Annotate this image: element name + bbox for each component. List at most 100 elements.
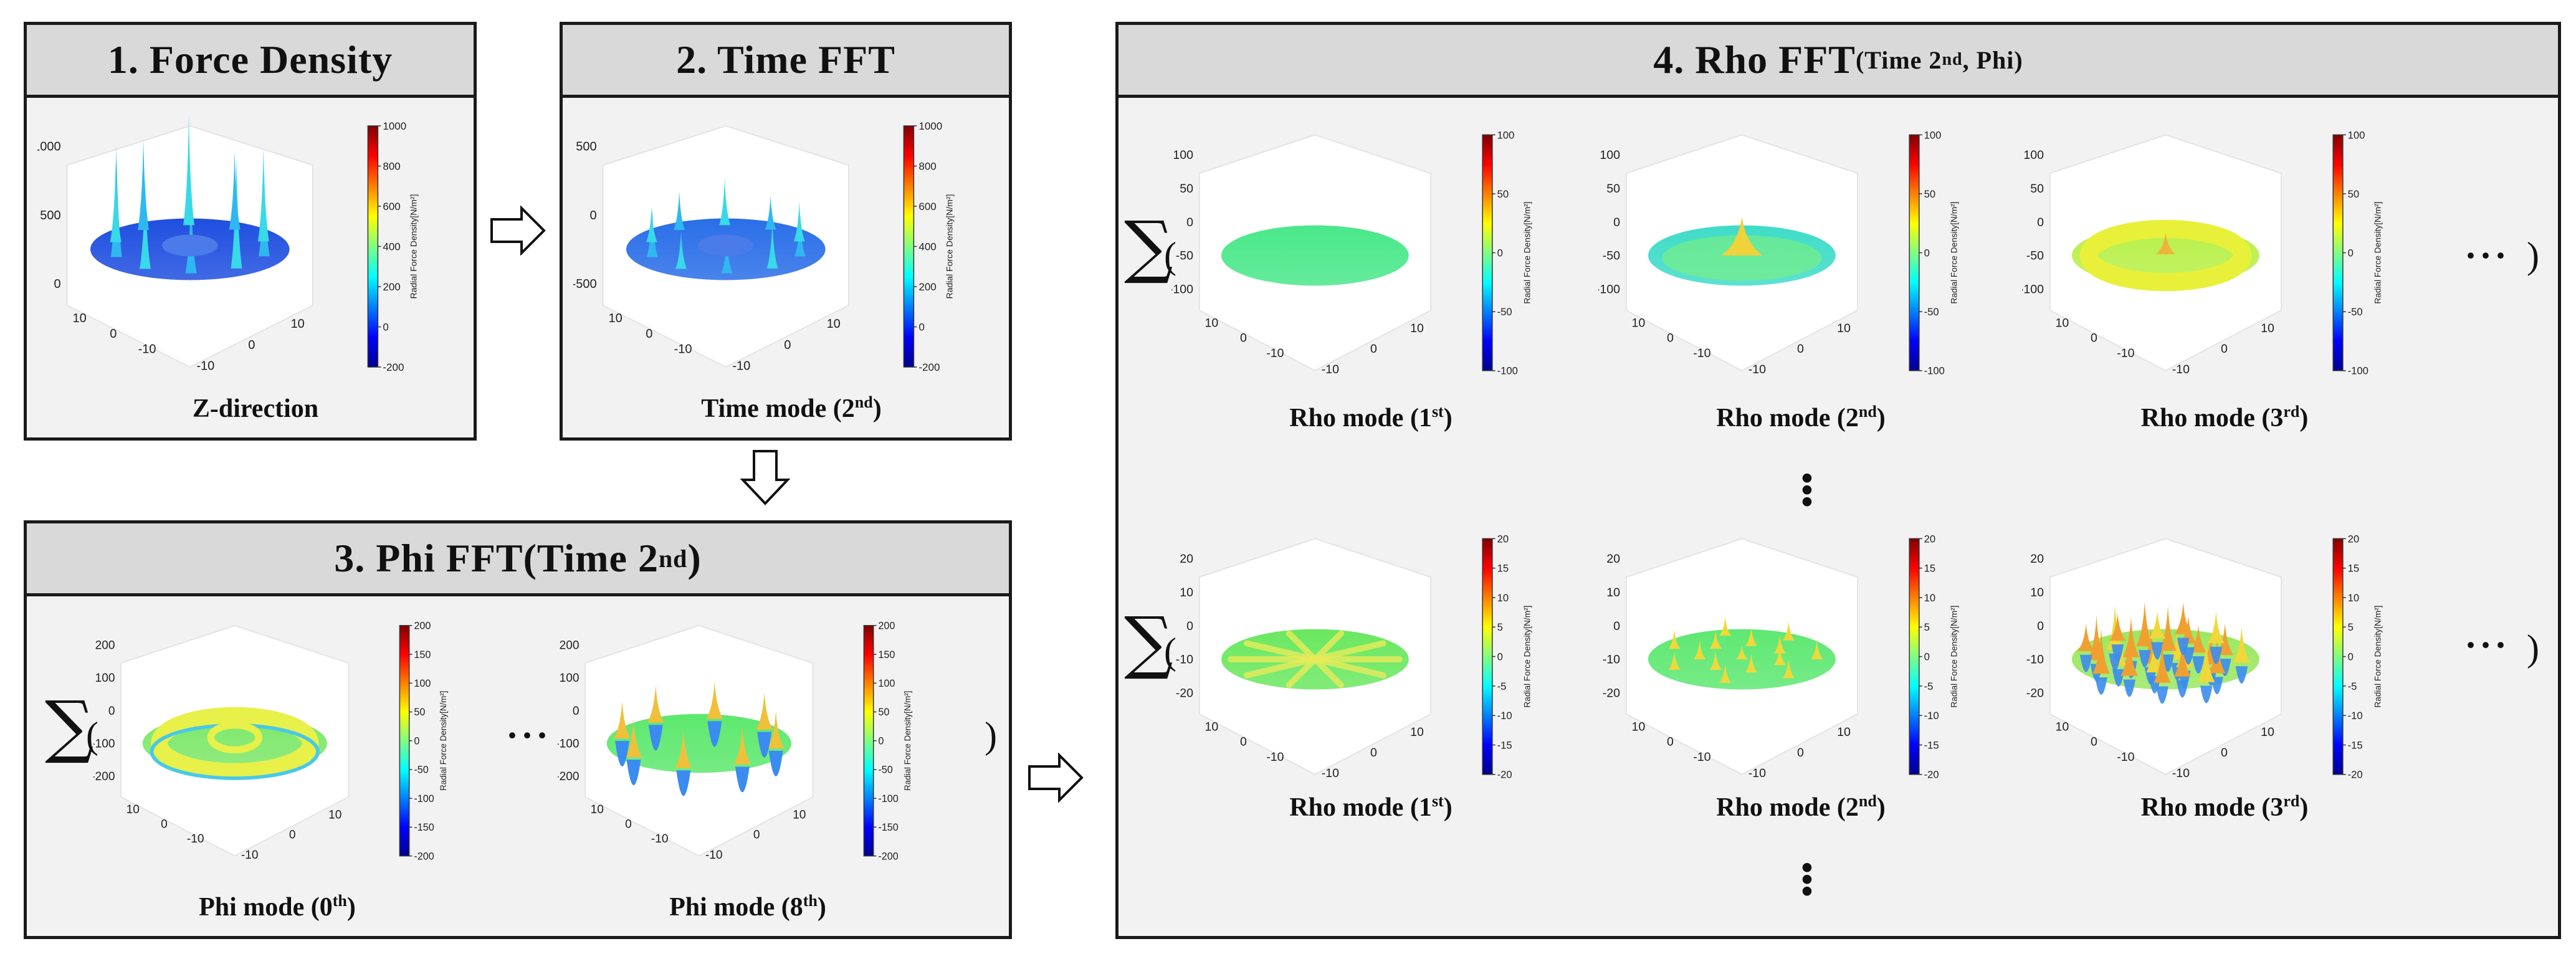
surface-peak	[1721, 217, 1763, 255]
caption-sup: st	[1431, 792, 1444, 810]
z-tick-label: 200	[95, 639, 115, 652]
caption-end: )	[817, 893, 826, 922]
surface-peak	[1719, 663, 1732, 683]
colorbar-tick-label: 15	[1924, 563, 1935, 575]
colorbar-tick-label: -100	[1497, 365, 1518, 377]
caption-text: Phi mode (0	[199, 893, 333, 922]
surface-inner-ring	[207, 721, 263, 754]
close-paren: )	[985, 715, 997, 756]
z-tick-label: -50	[2026, 249, 2044, 263]
z-tick-label: 0	[1613, 216, 1620, 229]
x-tick-label: 0	[161, 818, 168, 831]
surface-peak	[2233, 626, 2251, 663]
surface-petal	[1312, 656, 1345, 689]
panel-title-main: 3. Phi FFT(Time 2	[334, 536, 659, 580]
colorbar-tick-label: -50	[2348, 306, 2363, 318]
surface-peak	[2122, 616, 2140, 657]
surface-trough	[676, 770, 691, 796]
plot-rho-mode-2-row1: 100500-50-100100-10-10010100500-50-100Ra…	[1598, 129, 1958, 376]
panel-title-sub-end: , Phi)	[1962, 45, 2023, 74]
colorbar-tick-label: -20	[1497, 769, 1512, 781]
z-tick-label: 100	[1600, 148, 1620, 162]
caption-text: Rho mode (3	[2140, 793, 2284, 822]
x-tick-label: 10	[1205, 720, 1218, 733]
colorbar	[367, 125, 379, 368]
y-tick-label: 0	[1370, 746, 1377, 760]
caption-phi-mode-0: Phi mode (0th)	[159, 892, 396, 922]
colorbar-tick-label: 50	[1924, 188, 1935, 200]
colorbar-tick-label: -20	[2348, 769, 2363, 781]
colorbar	[2332, 538, 2344, 775]
colorbar-tick-label: -5	[2348, 680, 2357, 692]
plot-rho-mode-3-row1: 100500-50-100100-10-10010100500-50-100Ra…	[2022, 129, 2382, 376]
surface-peak	[138, 138, 150, 231]
arrow-right-icon	[1028, 753, 1084, 803]
surface-peak	[229, 150, 241, 230]
colorbar-tick-label: -200	[918, 361, 940, 373]
x-tick-label: 0	[1240, 735, 1247, 749]
y-tick-label: 10	[1410, 322, 1424, 335]
colorbar-label: Radial Force Density[N/m²]	[408, 194, 418, 298]
surface-peak	[2155, 232, 2176, 255]
surface-petal	[1312, 640, 1386, 662]
colorbar-tick-label: 400	[918, 241, 936, 253]
open-paren: (	[1164, 631, 1176, 672]
surface-trough	[2151, 642, 2163, 660]
x-tick-label: 10	[1631, 316, 1645, 330]
y-tick-label: -10	[732, 360, 750, 373]
plot-phi-mode-0: 2001000-100-200100-10-10010200150100500-…	[93, 621, 448, 862]
z-tick-label: -200	[93, 770, 115, 783]
colorbar-tick-label: 20	[1924, 533, 1935, 545]
z-tick-label: -100	[1171, 283, 1193, 297]
colorbar	[1909, 134, 1920, 371]
surface-peak	[1745, 653, 1758, 673]
caption-end: )	[1443, 404, 1453, 432]
y-tick-label: -10	[196, 360, 214, 373]
surface-peak	[719, 178, 731, 226]
colorbar-tick-label: 20	[1497, 533, 1509, 545]
colorbar-label: Radial Force Density[N/m²]	[944, 194, 954, 298]
colorbar-tick-label: -10	[2348, 710, 2363, 722]
x-tick-label: -10	[1693, 750, 1710, 764]
colorbar-label: Radial Force Density[N/m²]	[1522, 606, 1532, 708]
colorbar-tick-label: 150	[414, 649, 431, 661]
caption-text: Rho mode (3	[2140, 404, 2284, 432]
surface-peak	[2092, 628, 2110, 674]
surface-peak	[2198, 641, 2215, 682]
z-tick-label: 0	[1186, 619, 1193, 633]
hdots: ···	[2464, 624, 2510, 666]
y-tick-label: 10	[328, 808, 341, 821]
surface-peak	[733, 727, 751, 765]
colorbar-tick-label: 1000	[918, 120, 942, 132]
colorbar-tick-label: 0	[1497, 247, 1503, 259]
x-tick-label: 0	[110, 327, 117, 341]
arrow-down-icon	[740, 450, 790, 505]
vdots: • • •	[1801, 849, 1813, 910]
plot-force-density: 1000 500 0 10 0 -10 -10 0 10 1000 800 600 400 200 0 -20…	[37, 113, 418, 373]
y-tick-label: 0	[289, 829, 296, 842]
panel-title-end: )	[687, 536, 702, 580]
surface-peak	[793, 201, 805, 242]
surface-peak	[756, 692, 773, 730]
caption-sup: th	[332, 892, 347, 910]
colorbar-tick-label: 0	[1924, 247, 1930, 259]
caption-rho-mode-1: Rho mode (1st)	[1265, 793, 1477, 823]
surface-peak	[2159, 606, 2177, 651]
x-tick-label: -10	[1266, 346, 1284, 360]
panel-title-sup: nd	[1942, 50, 1963, 69]
colorbar-tick-label: 100	[414, 678, 431, 689]
caption-end: )	[1443, 793, 1453, 822]
colorbar-tick-label: 100	[1924, 129, 1942, 141]
x-tick-label: 0	[1667, 332, 1674, 345]
surface-petal	[1286, 656, 1319, 689]
x-tick-label: 10	[1205, 316, 1218, 330]
surface-peak	[2207, 611, 2225, 644]
y-tick-label: -10	[705, 849, 723, 862]
colorbar-label: Radial Force Density[N/m²]	[1522, 202, 1532, 304]
hdots: ···	[2464, 235, 2510, 276]
colorbar-tick-label: -200	[414, 851, 434, 862]
surface-peak	[2174, 602, 2192, 634]
z-tick-label: 0	[1186, 216, 1193, 229]
